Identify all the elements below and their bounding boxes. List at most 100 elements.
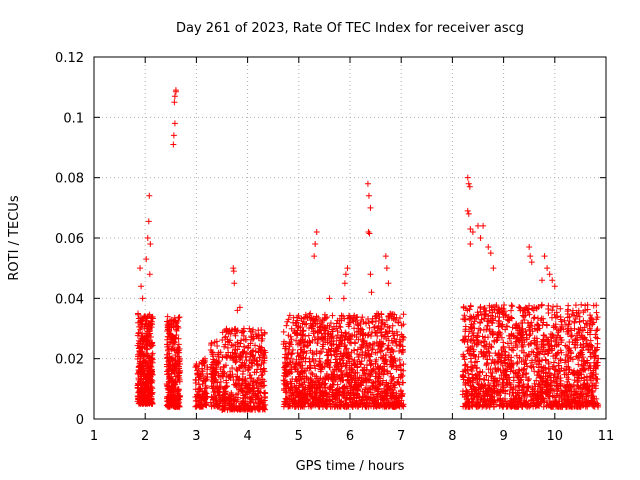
data-point [302, 384, 309, 391]
data-point [318, 330, 325, 337]
data-point [364, 340, 371, 347]
data-point [172, 318, 179, 325]
data-point [336, 356, 343, 363]
data-point [367, 371, 374, 378]
data-point [297, 336, 304, 343]
data-point [316, 384, 323, 391]
data-point [165, 371, 172, 378]
data-point [236, 356, 243, 363]
data-point [235, 386, 242, 393]
data-point [290, 319, 297, 326]
y-tick-label: 0.06 [55, 232, 84, 247]
data-point [375, 365, 382, 372]
data-point [286, 402, 293, 409]
data-point [387, 392, 394, 399]
data-point [204, 374, 211, 381]
data-point [169, 345, 176, 352]
data-point [544, 265, 551, 272]
data-point [207, 364, 214, 371]
data-point [294, 350, 301, 357]
data-point [232, 346, 239, 353]
data-point [141, 325, 148, 332]
data-point [225, 394, 232, 401]
data-point [385, 313, 392, 320]
data-point [247, 395, 254, 402]
data-point [307, 364, 314, 371]
data-point [336, 315, 343, 322]
data-point [400, 311, 407, 318]
data-point [367, 271, 374, 278]
data-point [396, 356, 403, 363]
data-point [251, 356, 258, 363]
data-point [254, 366, 261, 373]
data-point [310, 351, 317, 358]
data-point [192, 393, 199, 400]
data-point [240, 327, 247, 334]
data-point [134, 382, 141, 389]
data-point [168, 324, 175, 331]
data-point [259, 335, 266, 342]
y-tick-label: 0.12 [55, 51, 84, 66]
data-point [293, 331, 300, 338]
data-point [193, 361, 200, 368]
data-point [327, 383, 334, 390]
data-point [250, 399, 257, 406]
data-point [364, 376, 371, 383]
data-point [171, 99, 178, 106]
data-point [587, 337, 594, 344]
data-point [220, 364, 227, 371]
data-point [249, 360, 256, 367]
data-point [338, 340, 345, 347]
data-point [365, 192, 372, 199]
data-point [395, 319, 402, 326]
data-point [361, 376, 368, 383]
data-point [200, 378, 207, 385]
data-point [377, 348, 384, 355]
data-point [232, 359, 239, 366]
y-tick-label: 0.04 [55, 292, 84, 307]
data-point [369, 341, 376, 348]
data-point [348, 340, 355, 347]
data-point [139, 321, 146, 328]
data-point [224, 327, 231, 334]
data-point [219, 368, 226, 375]
data-point [257, 389, 264, 396]
data-point [172, 88, 179, 95]
data-point [343, 395, 350, 402]
data-point [303, 313, 310, 320]
data-point [340, 360, 347, 367]
data-point [254, 360, 261, 367]
data-point [171, 402, 178, 409]
data-point [326, 295, 333, 302]
data-point [249, 329, 256, 336]
data-point [192, 364, 199, 371]
data-point [345, 323, 352, 330]
data-point [176, 378, 183, 385]
data-point [539, 277, 545, 284]
data-point [316, 350, 323, 357]
data-point [487, 250, 494, 257]
data-point [258, 331, 265, 338]
data-point [136, 347, 143, 354]
data-point [361, 339, 368, 346]
data-point [337, 324, 344, 331]
data-point [134, 356, 141, 363]
data-point [283, 396, 290, 403]
data-point [388, 377, 395, 384]
data-point [295, 401, 302, 408]
data-point [294, 314, 301, 321]
data-point [255, 375, 262, 382]
x-tick-label: 8 [448, 429, 456, 444]
data-point [216, 383, 223, 390]
data-point [308, 369, 315, 376]
data-point [351, 347, 358, 354]
data-point [260, 365, 267, 372]
data-point [345, 378, 352, 385]
data-point [146, 327, 153, 334]
data-point [306, 325, 313, 332]
data-point [254, 390, 261, 397]
data-point [360, 338, 367, 345]
data-point [390, 389, 397, 396]
data-point [219, 329, 226, 336]
data-point [261, 394, 268, 401]
